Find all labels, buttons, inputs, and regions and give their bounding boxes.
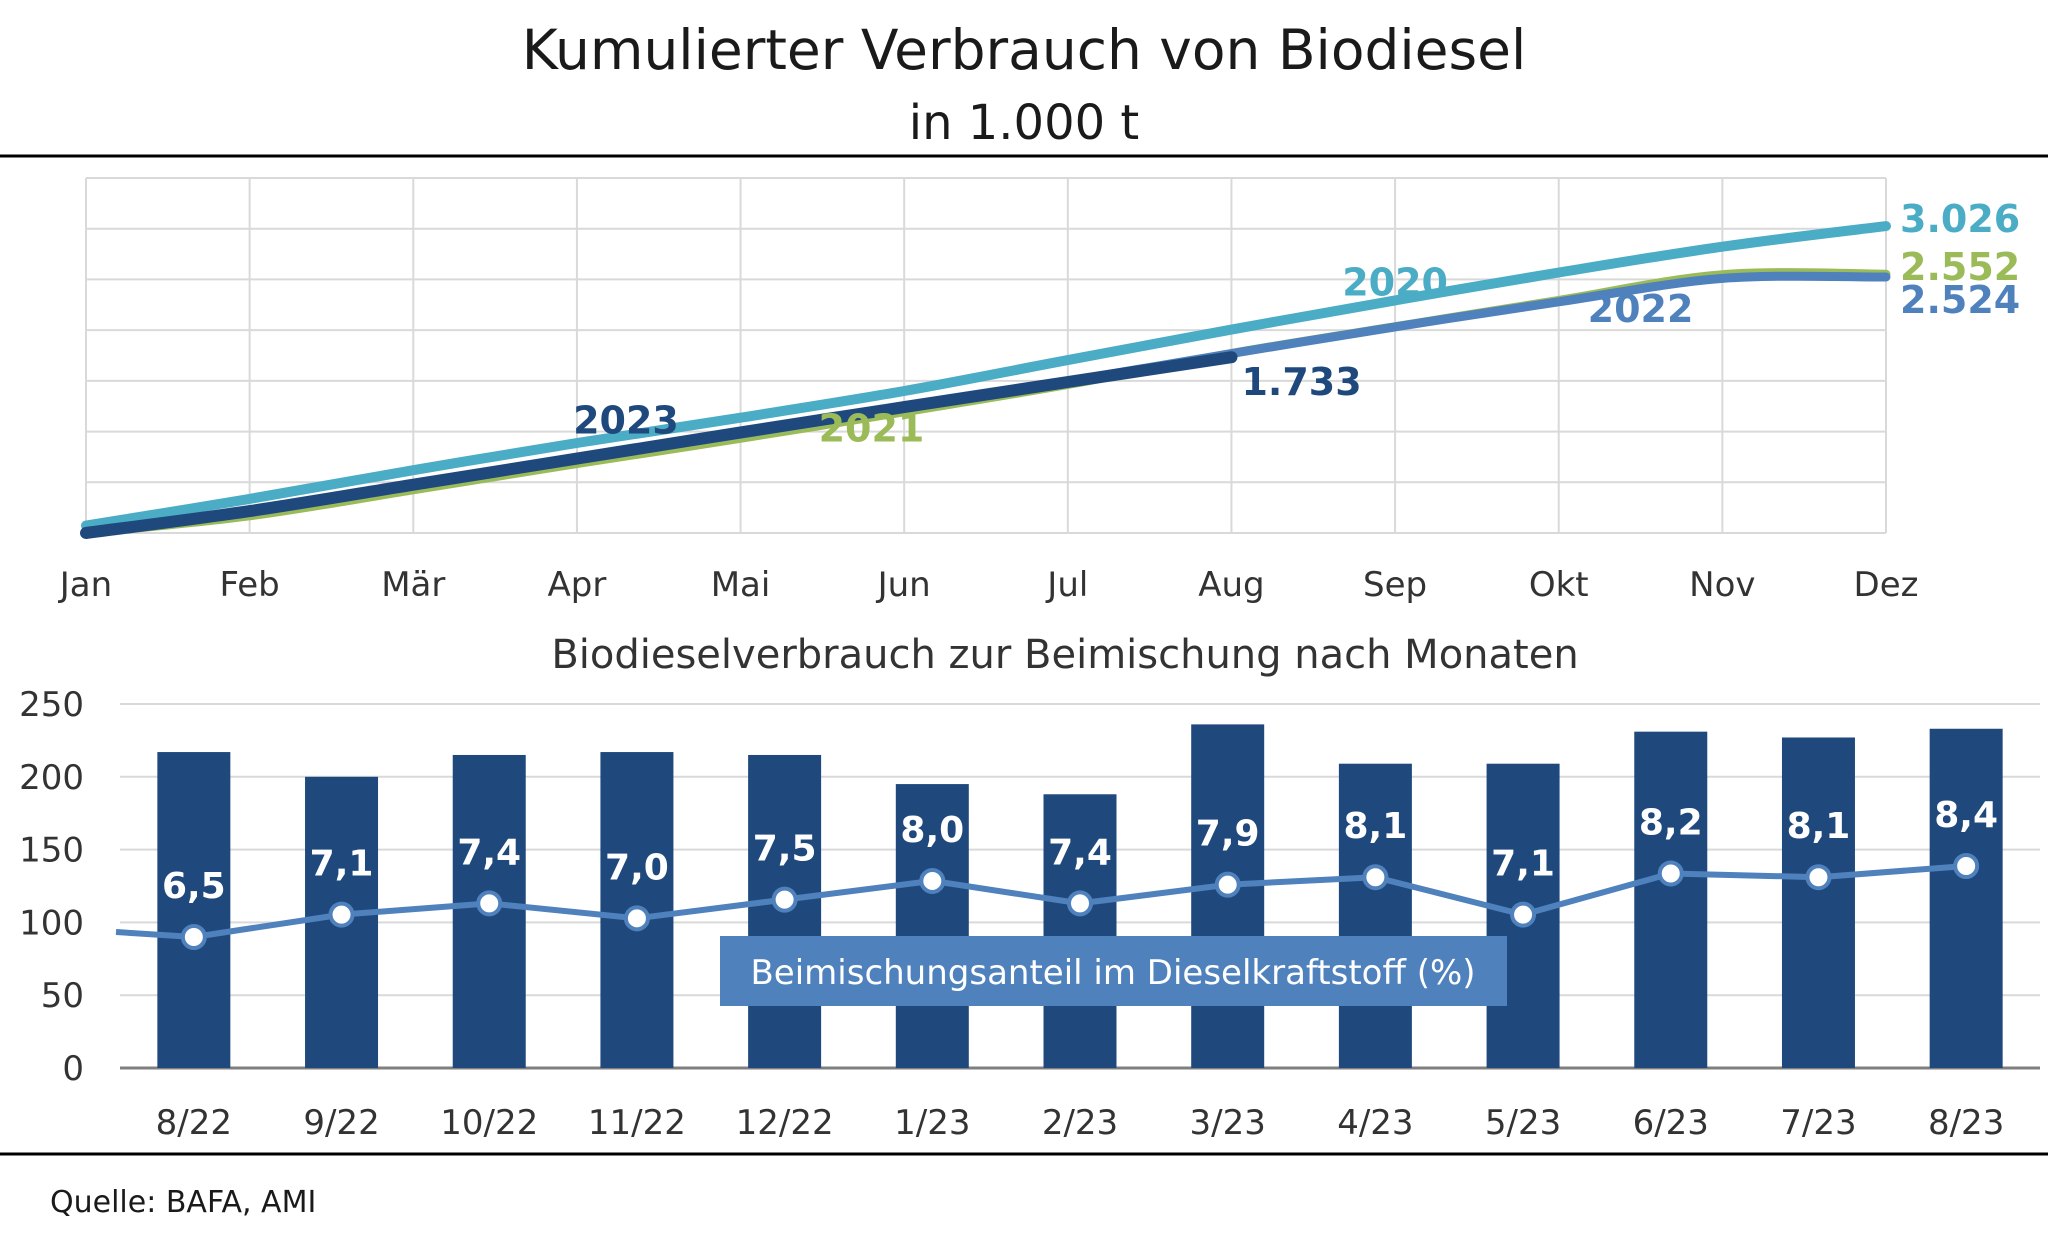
line-chart-x-tick-label: Mai (711, 565, 771, 605)
share-label-10/22: 7,4 (457, 832, 521, 873)
share-label-6/23: 8,2 (1639, 802, 1703, 843)
share-point-2/23 (1067, 890, 1093, 917)
share-line (115, 863, 1967, 940)
bar-chart-x-tick-label: 11/22 (588, 1103, 686, 1143)
share-label-9/22: 7,1 (310, 844, 374, 885)
share-label-11/22: 7,0 (605, 847, 669, 888)
share-label-3/23: 7,9 (1196, 814, 1260, 855)
share-point-8/23 (1953, 853, 1980, 879)
bar-chart-x-tick-label: 2/23 (1042, 1103, 1118, 1143)
share-point-3/23 (1214, 871, 1241, 898)
line-chart-x-tick-label: Jun (876, 565, 931, 605)
share-point-4/23 (1362, 864, 1389, 891)
source-note: Quelle: BAFA, AMI (50, 1185, 317, 1220)
bar-1/23 (895, 784, 969, 1068)
share-label-8/23: 8,4 (1934, 795, 1998, 836)
bar-chart-y-tick-label: 250 (19, 685, 84, 725)
series-name-label-2020: 2020 (1342, 260, 1448, 304)
share-point-1/23 (919, 867, 946, 894)
share-point-6/23 (1657, 860, 1684, 887)
bar-chart-x-tick-label: 4/23 (1337, 1103, 1413, 1143)
bar-chart-y-tick-label: 100 (19, 903, 84, 943)
line-chart-x-tick-label: Okt (1529, 565, 1589, 605)
bar-chart-y-tick-label: 200 (19, 758, 84, 798)
bar-chart-x-tick-label: 5/23 (1485, 1103, 1561, 1143)
share-label-2/23: 7,4 (1048, 832, 1112, 873)
bar-chart-x-tick-label: 6/23 (1633, 1103, 1709, 1143)
series-line-2023 (80, 351, 1238, 539)
share-point-12/22 (771, 886, 798, 913)
series-name-label-2022: 2022 (1588, 287, 1694, 331)
bar-chart-x-tick-label: 10/22 (440, 1103, 538, 1143)
bar-chart-y-tick-label: 150 (19, 831, 84, 871)
line-chart-x-tick-label: Mär (381, 565, 445, 605)
share-legend-label: Beimischungsanteil im Dieselkraftstoff (… (750, 953, 1475, 993)
line-chart-x-tick-label: Nov (1689, 565, 1755, 605)
bar-chart-x-tick-label: 3/23 (1190, 1103, 1266, 1143)
chart-title: Kumulierter Verbrauch von Biodiesel (521, 18, 1527, 82)
bar-chart-x-tick-label: 8/22 (156, 1103, 232, 1143)
share-label-5/23: 7,1 (1491, 844, 1555, 885)
share-point-10/22 (476, 890, 503, 917)
line-chart-x-tick-label: Jan (58, 565, 112, 605)
series-line-2020 (81, 221, 1891, 531)
share-point-8/22 (180, 924, 207, 950)
share-point-7/23 (1805, 864, 1832, 891)
line-chart-x-tick-label: Sep (1363, 565, 1427, 605)
share-label-7/23: 8,1 (1787, 806, 1851, 847)
share-point-5/23 (1510, 901, 1537, 928)
series-end-label-2022: 2.524 (1900, 278, 2020, 322)
bar-6/23 (1634, 731, 1708, 1068)
bar-7/23 (1781, 737, 1855, 1068)
bar-chart-y-tick-label: 50 (41, 976, 84, 1016)
chart-subtitle: in 1.000 t (908, 95, 1140, 151)
bar-8/23 (1929, 728, 2003, 1068)
share-label-1/23: 8,0 (900, 810, 964, 851)
line-chart-x-tick-label: Dez (1854, 565, 1919, 605)
bar-8/22 (157, 752, 231, 1068)
share-label-12/22: 7,5 (753, 829, 817, 870)
series-end-label-2023: 1.733 (1241, 360, 1361, 404)
share-label-4/23: 8,1 (1343, 806, 1407, 847)
share-point-11/22 (623, 905, 650, 932)
bar-4/23 (1338, 763, 1412, 1068)
series-name-label-2023: 2023 (573, 398, 679, 442)
series-end-label-2020: 3.026 (1900, 197, 2020, 241)
line-chart-x-tick-label: Apr (547, 565, 606, 605)
bar-chart-x-tick-label: 12/22 (736, 1103, 834, 1143)
series-name-label-2021: 2021 (819, 406, 925, 450)
line-chart-x-tick-label: Feb (220, 565, 280, 605)
line-chart-x-tick-label: Aug (1198, 565, 1264, 605)
share-legend-box (720, 936, 1507, 1006)
bar-chart-x-tick-label: 7/23 (1780, 1103, 1856, 1143)
bar-2/23 (1043, 794, 1117, 1068)
bar-chart-x-tick-label: 9/22 (303, 1103, 379, 1143)
series-end-label-2021: 2.552 (1900, 245, 2020, 289)
bar-chart-x-tick-label: 1/23 (894, 1103, 970, 1143)
bar-chart-title: Biodieselverbrauch zur Beimischung nach … (551, 632, 1578, 678)
bar-chart-x-tick-label: 8/23 (1928, 1103, 2004, 1143)
bar-chart-y-tick-label: 0 (62, 1049, 84, 1089)
share-point-9/22 (328, 901, 355, 928)
line-chart-x-tick-label: Jul (1045, 565, 1088, 605)
share-label-8/22: 6,5 (162, 866, 226, 907)
